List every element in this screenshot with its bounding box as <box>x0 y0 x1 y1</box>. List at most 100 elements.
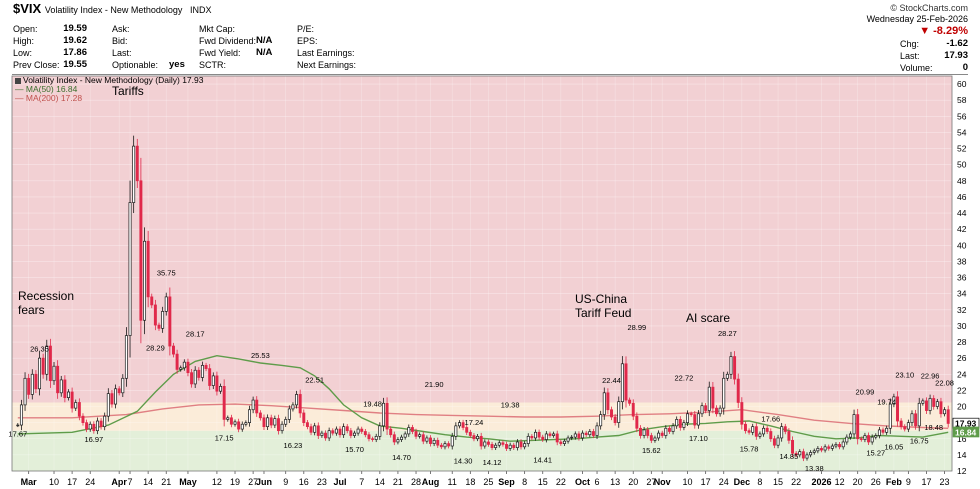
candle-up <box>407 427 411 435</box>
candle-down <box>338 428 342 436</box>
candle-down <box>711 386 715 409</box>
candle-down <box>631 402 635 417</box>
candle-down <box>932 398 936 407</box>
x-tick-label: 25 <box>483 477 493 487</box>
candle-up <box>124 335 128 379</box>
candle-up <box>67 391 70 398</box>
candle-up <box>52 365 56 382</box>
candle-up <box>287 408 291 420</box>
candle-up <box>106 393 110 417</box>
price-label: 13.38 <box>805 464 824 473</box>
sctr-label: SCTR: <box>199 60 226 70</box>
candle-up <box>179 367 183 370</box>
candle-down <box>150 296 154 306</box>
candle-down <box>537 431 541 438</box>
candle-down <box>262 417 266 428</box>
last-value-text: 16.84 <box>955 427 977 437</box>
annotation-text: US-China <box>575 292 627 306</box>
candle-up <box>570 436 574 439</box>
candle-up <box>16 424 20 427</box>
candle-down <box>783 426 787 432</box>
candle-up <box>450 435 454 447</box>
candle-down <box>92 423 96 432</box>
last-label: Last: <box>112 48 132 58</box>
candle-up <box>544 433 548 440</box>
x-tick-label: Nov <box>654 477 671 487</box>
fwd-dividend-label: Fwd Dividend: <box>199 36 257 46</box>
candle-up <box>38 357 42 390</box>
x-tick-label: 8 <box>522 477 527 487</box>
candle-up <box>494 444 498 448</box>
candle-down <box>371 438 375 440</box>
symbol: $VIX <box>13 1 42 16</box>
y-tick-label: 22 <box>957 385 967 395</box>
candle-up <box>943 409 947 415</box>
candle-down <box>197 369 201 378</box>
annotation-text: Tariff Feud <box>575 306 631 320</box>
candle-up <box>291 404 295 410</box>
candle-up <box>30 373 34 395</box>
candle-up <box>88 423 92 430</box>
candle-up <box>219 386 223 392</box>
x-tick-label: 17 <box>921 477 931 487</box>
candle-down <box>135 145 139 182</box>
candle-down <box>77 402 81 417</box>
legend-ma50-text: MA(50) 16.84 <box>25 84 78 94</box>
candle-down <box>27 377 31 395</box>
candle-down <box>820 448 823 451</box>
candle-down <box>436 440 440 446</box>
x-tick-label: 24 <box>719 477 729 487</box>
x-tick-label: 20 <box>853 477 863 487</box>
candle-up <box>121 377 125 394</box>
candle-down <box>939 401 943 415</box>
candle-up <box>776 437 780 446</box>
candle-up <box>334 428 338 434</box>
candle-down <box>769 431 773 440</box>
candle-up <box>729 356 733 375</box>
candle-down <box>34 373 38 390</box>
candle-up <box>508 444 512 449</box>
candle-down <box>559 441 563 444</box>
candle-down <box>794 452 798 456</box>
candle-down <box>678 419 682 428</box>
candle-down <box>693 414 697 426</box>
candle-up <box>443 443 447 448</box>
candle-up <box>59 379 63 394</box>
pe-label: P/E: <box>297 24 315 34</box>
x-tick-label: 26 <box>871 477 881 487</box>
candle-down <box>914 413 918 427</box>
candle-down <box>541 436 545 440</box>
candle-up <box>892 396 896 405</box>
candle-up <box>917 402 921 427</box>
y-tick-label: 24 <box>957 369 967 379</box>
price-label: 17.10 <box>689 434 708 443</box>
candle-up <box>342 426 346 436</box>
x-tick-label: 28 <box>411 477 421 487</box>
price-label: 16.97 <box>84 435 103 444</box>
x-tick-label: 14 <box>143 477 153 487</box>
candle-down <box>276 418 280 432</box>
candle-up <box>935 401 939 407</box>
x-tick-label: 19 <box>230 477 240 487</box>
candle-up <box>284 419 288 425</box>
candle-down <box>465 427 469 433</box>
candle-down <box>385 402 389 430</box>
candle-up <box>356 428 360 434</box>
candle-down <box>48 345 52 382</box>
candle-up <box>809 452 813 456</box>
candle-up <box>240 423 244 430</box>
candle-down <box>787 431 791 441</box>
candle-down <box>479 435 483 447</box>
price-label: 28.17 <box>186 330 205 339</box>
candle-down <box>801 451 805 459</box>
x-tick-label: Sep <box>498 477 515 487</box>
x-tick-label: Jul <box>333 477 346 487</box>
candle-down <box>302 412 306 423</box>
price-label: 14.85 <box>780 452 799 461</box>
candle-down <box>389 428 393 436</box>
candle-down <box>117 388 121 394</box>
candle-down <box>747 430 751 433</box>
candle-down <box>237 421 241 430</box>
candle-down <box>168 296 172 347</box>
